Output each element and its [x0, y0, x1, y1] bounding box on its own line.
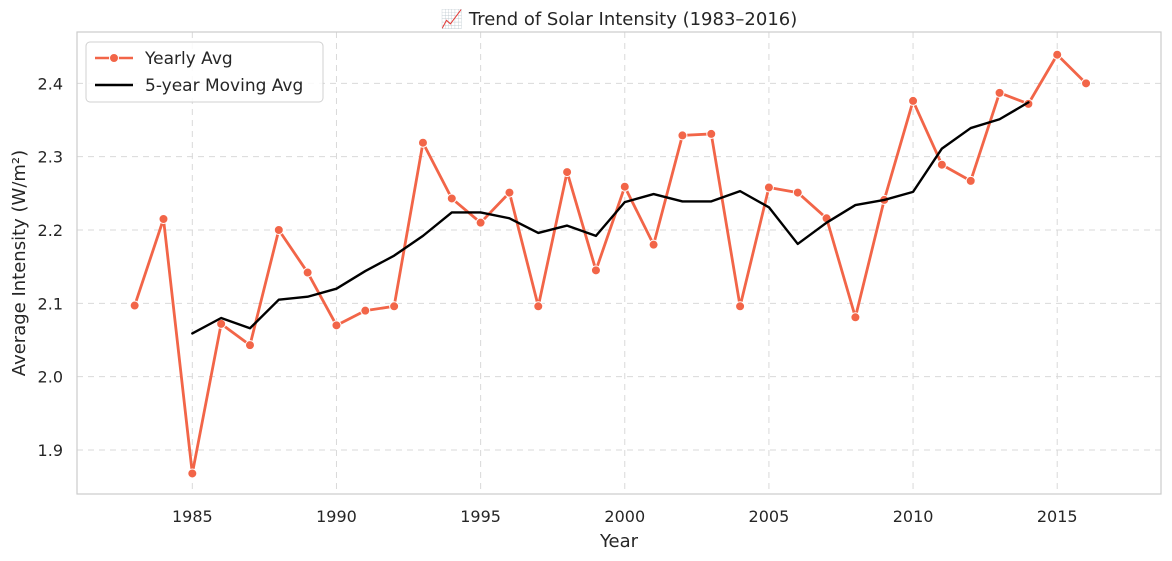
- data-point-yearly-avg: [706, 128, 717, 139]
- data-point-yearly-avg: [533, 301, 544, 312]
- plot-frame: [76, 31, 1162, 495]
- data-point-yearly-avg: [763, 182, 774, 193]
- y-axis-label: Average Intensity (W/m²): [9, 150, 30, 376]
- data-point-yearly-avg: [850, 312, 861, 323]
- data-point-yearly-avg: [1052, 49, 1063, 60]
- data-point-yearly-avg: [936, 159, 947, 170]
- data-point-yearly-avg: [417, 137, 428, 148]
- data-point-yearly-avg: [735, 301, 746, 312]
- data-point-yearly-avg: [389, 301, 400, 312]
- series: [129, 49, 1092, 479]
- data-point-yearly-avg: [590, 265, 601, 276]
- y-tick-label: 2.4: [38, 74, 63, 93]
- data-point-yearly-avg: [1081, 78, 1092, 89]
- data-point-yearly-avg: [475, 217, 486, 228]
- data-point-yearly-avg: [302, 267, 313, 278]
- data-point-yearly-avg: [648, 239, 659, 250]
- data-point-yearly-avg: [792, 187, 803, 198]
- data-point-yearly-avg: [360, 305, 371, 316]
- legend: Yearly Avg 5-year Moving Avg: [85, 41, 324, 103]
- x-axis-label: Year: [599, 531, 639, 552]
- legend-label-moving-avg: 5-year Moving Avg: [145, 76, 303, 96]
- x-tick-label: 2015: [1037, 507, 1078, 526]
- data-point-yearly-avg: [965, 175, 976, 186]
- data-point-yearly-avg: [619, 181, 630, 192]
- chart-title: 📈 Trend of Solar Intensity (1983–2016): [441, 8, 798, 30]
- x-tick-label: 2005: [749, 507, 790, 526]
- x-tick-label: 1990: [316, 507, 357, 526]
- x-tick-label: 2010: [893, 507, 934, 526]
- data-point-yearly-avg: [331, 320, 342, 331]
- data-point-yearly-avg: [129, 300, 140, 311]
- x-axis-ticks: 1985 1990 1995 2000 2005 2010 2015: [172, 507, 1078, 526]
- y-tick-label: 2.1: [38, 294, 63, 313]
- data-point-yearly-avg: [562, 167, 573, 178]
- data-point-yearly-avg: [446, 193, 457, 204]
- grid: [77, 32, 1161, 494]
- x-tick-label: 1995: [460, 507, 501, 526]
- data-point-yearly-avg: [994, 87, 1005, 98]
- series-line-moving-avg: [191, 101, 1030, 335]
- data-point-yearly-avg: [244, 340, 255, 351]
- y-tick-label: 2.2: [38, 221, 63, 240]
- legend-label-yearly-avg: Yearly Avg: [144, 49, 233, 69]
- y-tick-label: 2.0: [38, 368, 63, 387]
- data-point-yearly-avg: [908, 95, 919, 106]
- data-point-yearly-avg: [216, 318, 227, 329]
- data-point-yearly-avg: [158, 214, 169, 224]
- y-tick-label: 1.9: [38, 441, 63, 460]
- legend-marker-yearly-avg: [109, 53, 119, 63]
- data-point-yearly-avg: [677, 130, 688, 141]
- data-point-yearly-avg: [504, 187, 515, 198]
- legend-box: [85, 41, 324, 103]
- data-point-yearly-avg: [187, 468, 198, 479]
- data-point-yearly-avg: [273, 225, 284, 235]
- y-axis-ticks: 1.9 2.0 2.1 2.2 2.3 2.4: [38, 74, 63, 460]
- x-tick-label: 2000: [604, 507, 645, 526]
- y-tick-label: 2.3: [38, 148, 63, 167]
- series-line-yearly-avg: [133, 53, 1088, 475]
- x-tick-label: 1985: [172, 507, 213, 526]
